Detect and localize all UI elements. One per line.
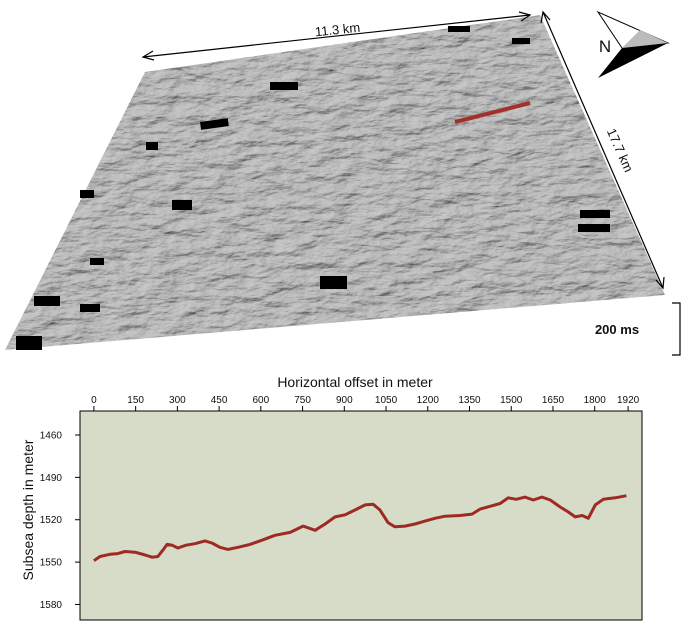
x-tick-label: 1920 bbox=[617, 395, 640, 406]
x-tick-label: 1500 bbox=[500, 395, 523, 406]
y-tick-label: 1580 bbox=[40, 600, 63, 611]
x-tick-label: 900 bbox=[336, 395, 353, 406]
x-tick-label: 1350 bbox=[458, 395, 481, 406]
y-tick-label: 1520 bbox=[40, 515, 63, 526]
time-scale-label: 200 ms bbox=[595, 322, 639, 337]
x-tick-label: 600 bbox=[252, 395, 269, 406]
y-axis-label: Subsea depth in meter bbox=[20, 439, 36, 580]
y-tick-label: 1460 bbox=[40, 431, 63, 442]
x-tick-label: 0 bbox=[91, 395, 97, 406]
y-tick-label: 1490 bbox=[40, 473, 63, 484]
x-tick-label: 1050 bbox=[375, 395, 398, 406]
width-label: 11.3 km bbox=[314, 20, 361, 40]
plot-area bbox=[79, 410, 643, 621]
length-label: 17.7 km bbox=[604, 126, 637, 174]
depth-profile bbox=[93, 494, 627, 562]
x-tick-label: 1800 bbox=[584, 395, 607, 406]
north-label: N bbox=[599, 37, 611, 56]
scale-arrows bbox=[141, 10, 681, 356]
seismic-surface bbox=[5, 15, 665, 350]
x-tick-label: 450 bbox=[211, 395, 228, 406]
x-tick-label: 300 bbox=[169, 395, 186, 406]
x-tick-label: 1200 bbox=[417, 395, 440, 406]
north-arrow bbox=[596, 10, 670, 78]
x-tick-label: 750 bbox=[294, 395, 311, 406]
profile-line bbox=[454, 101, 531, 124]
x-tick-label: 1650 bbox=[542, 395, 565, 406]
x-axis-label: Horizontal offset in meter bbox=[277, 374, 433, 390]
data-gaps bbox=[16, 26, 610, 350]
x-tick-label: 150 bbox=[127, 395, 144, 406]
y-tick-label: 1550 bbox=[40, 558, 63, 569]
